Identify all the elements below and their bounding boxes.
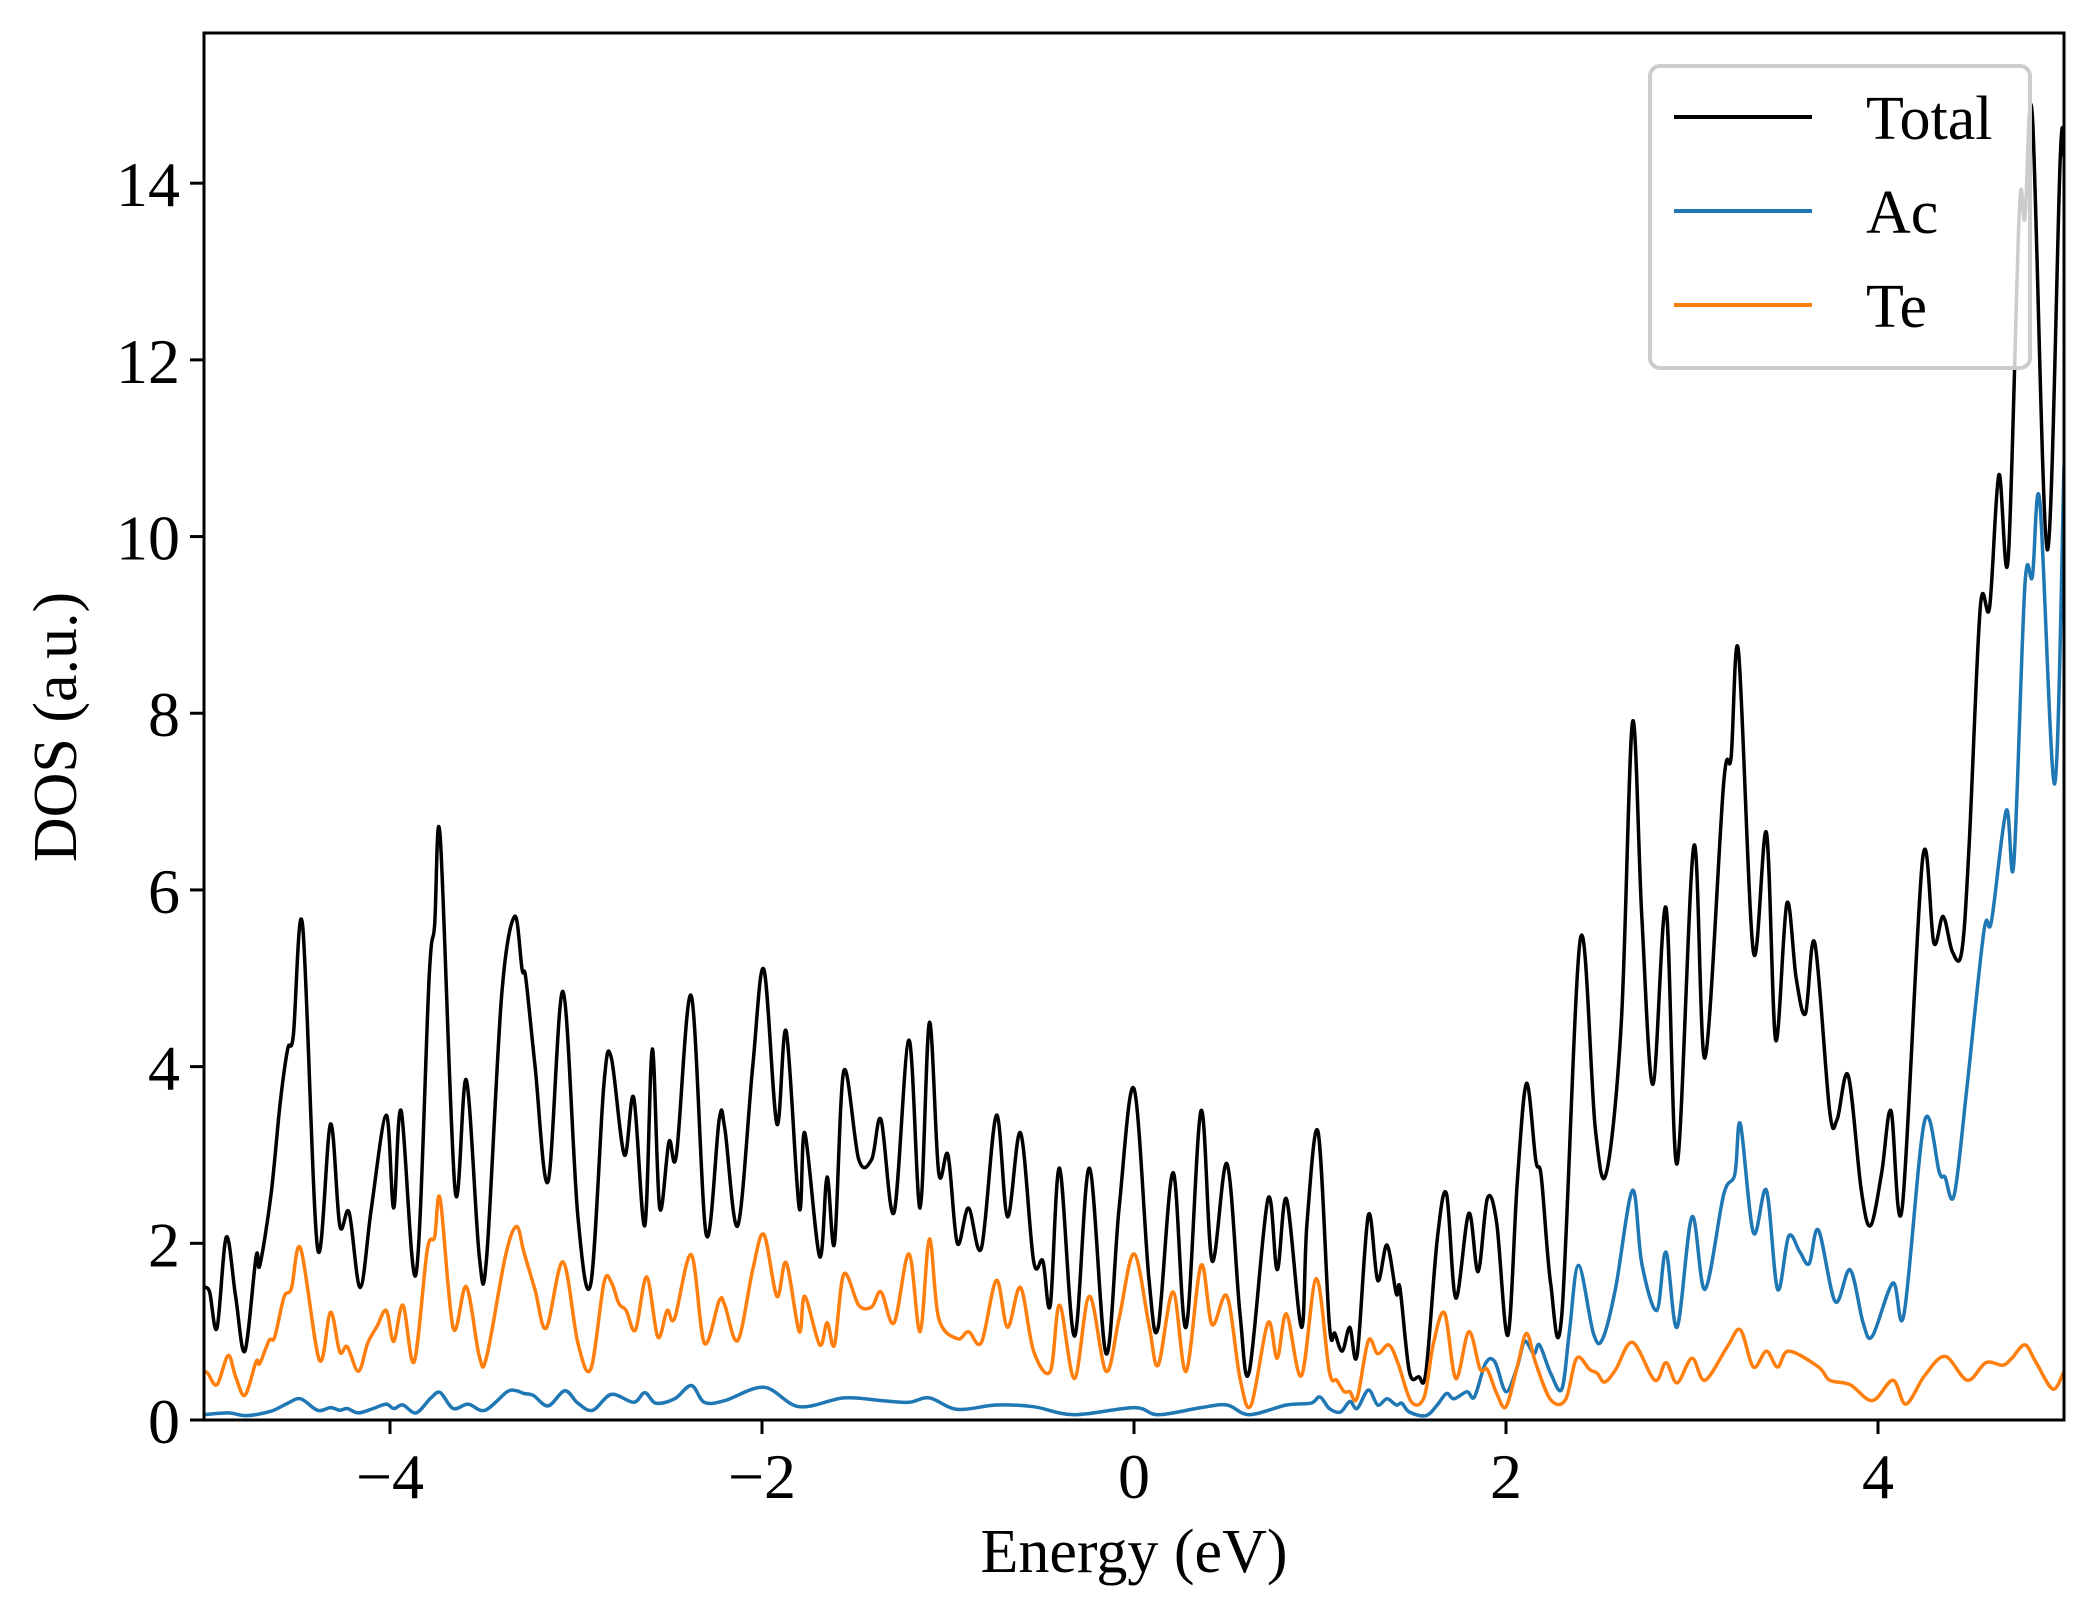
- x-tick-label: 2: [1490, 1441, 1522, 1512]
- x-tick-label: −4: [356, 1441, 424, 1512]
- legend: Total Ac Te: [1648, 64, 2032, 370]
- series-line-te: [204, 1194, 2064, 1410]
- y-tick-label: 8: [148, 679, 180, 750]
- x-tick-label: −2: [728, 1441, 796, 1512]
- y-tick-label: 4: [148, 1033, 180, 1104]
- y-axis-ticks: 0 2 4 6 8 10 12 14: [116, 149, 204, 1457]
- y-tick-label: 0: [148, 1386, 180, 1457]
- y-tick-label: 12: [116, 326, 180, 397]
- series-line-ac: [204, 465, 2064, 1418]
- x-axis-label: Energy (eV): [980, 1518, 1287, 1586]
- series-layer: [204, 102, 2064, 1418]
- legend-label-total: Total: [1866, 85, 1993, 153]
- legend-label-ac: Ac: [1866, 179, 1938, 247]
- legend-box: [1648, 64, 2032, 370]
- x-tick-label: 0: [1118, 1441, 1150, 1512]
- series-line-total: [204, 102, 2064, 1385]
- y-tick-label: 14: [116, 149, 180, 220]
- y-tick-label: 10: [116, 503, 180, 574]
- y-tick-label: 2: [148, 1209, 180, 1280]
- y-axis-label: DOS (a.u.): [22, 592, 90, 862]
- y-tick-label: 6: [148, 856, 180, 927]
- legend-label-te: Te: [1866, 273, 1927, 341]
- x-axis-ticks: −4 −2 0 2 4: [356, 1420, 1894, 1512]
- x-tick-label: 4: [1862, 1441, 1894, 1512]
